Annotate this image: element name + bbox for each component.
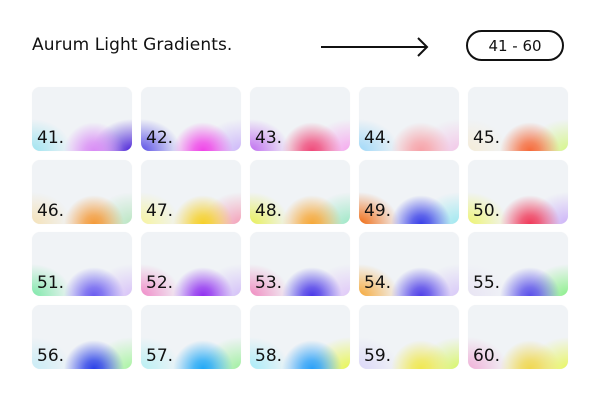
gradient-number: 51. bbox=[37, 273, 65, 293]
gradient-card[interactable]: 47. bbox=[141, 159, 241, 224]
gradient-card[interactable]: 48. bbox=[250, 159, 350, 224]
page-title: Aurum Light Gradients. bbox=[32, 35, 233, 55]
gradient-number: 59. bbox=[364, 345, 392, 366]
gradient-number: 56. bbox=[37, 345, 65, 366]
gradient-card[interactable]: 60. bbox=[468, 304, 568, 369]
gradient-number: 48. bbox=[255, 200, 283, 221]
gradient-card[interactable]: 43. bbox=[250, 87, 350, 151]
gradient-number: 54. bbox=[364, 273, 392, 293]
gradient-card[interactable]: 57. bbox=[141, 304, 241, 369]
gradient-card[interactable]: 49. bbox=[359, 159, 459, 224]
gradient-card[interactable]: 46. bbox=[32, 159, 132, 224]
gradient-number: 45. bbox=[473, 128, 501, 148]
gradient-number: 53. bbox=[255, 273, 283, 293]
gradient-card[interactable]: 52. bbox=[141, 232, 241, 296]
gradient-number: 58. bbox=[255, 345, 283, 366]
gradient-card[interactable]: 58. bbox=[250, 304, 350, 369]
gradient-card[interactable]: 42. bbox=[141, 87, 241, 151]
gradient-card[interactable]: 54. bbox=[359, 232, 459, 296]
gradient-card[interactable]: 45. bbox=[468, 87, 568, 151]
range-badge: 41 - 60 bbox=[466, 30, 564, 61]
gradient-card[interactable]: 50. bbox=[468, 159, 568, 224]
gradient-number: 49. bbox=[364, 200, 392, 221]
gradient-number: 52. bbox=[146, 273, 174, 293]
long-arrow-right-icon bbox=[321, 37, 429, 57]
gradient-number: 55. bbox=[473, 273, 501, 293]
gradient-card[interactable]: 56. bbox=[32, 304, 132, 369]
gradient-number: 57. bbox=[146, 345, 174, 366]
gradient-number: 60. bbox=[473, 345, 501, 366]
gradient-number: 42. bbox=[146, 128, 174, 148]
gradient-number: 44. bbox=[364, 128, 392, 148]
gradient-card[interactable]: 59. bbox=[359, 304, 459, 369]
gradient-card[interactable]: 53. bbox=[250, 232, 350, 296]
gradient-card[interactable]: 51. bbox=[32, 232, 132, 296]
gradient-grid: 41. 42. 43. 44. 45. 46. 47. 48. 49. 50. 51. 52. 53. 5… bbox=[32, 87, 568, 369]
gradient-card[interactable]: 55. bbox=[468, 232, 568, 296]
gradient-number: 43. bbox=[255, 128, 283, 148]
gradient-number: 47. bbox=[146, 200, 174, 221]
gradient-card[interactable]: 44. bbox=[359, 87, 459, 151]
gradient-number: 46. bbox=[37, 200, 65, 221]
gradient-number: 41. bbox=[37, 128, 65, 148]
gradient-number: 50. bbox=[473, 200, 501, 221]
gradient-card[interactable]: 41. bbox=[32, 87, 132, 151]
